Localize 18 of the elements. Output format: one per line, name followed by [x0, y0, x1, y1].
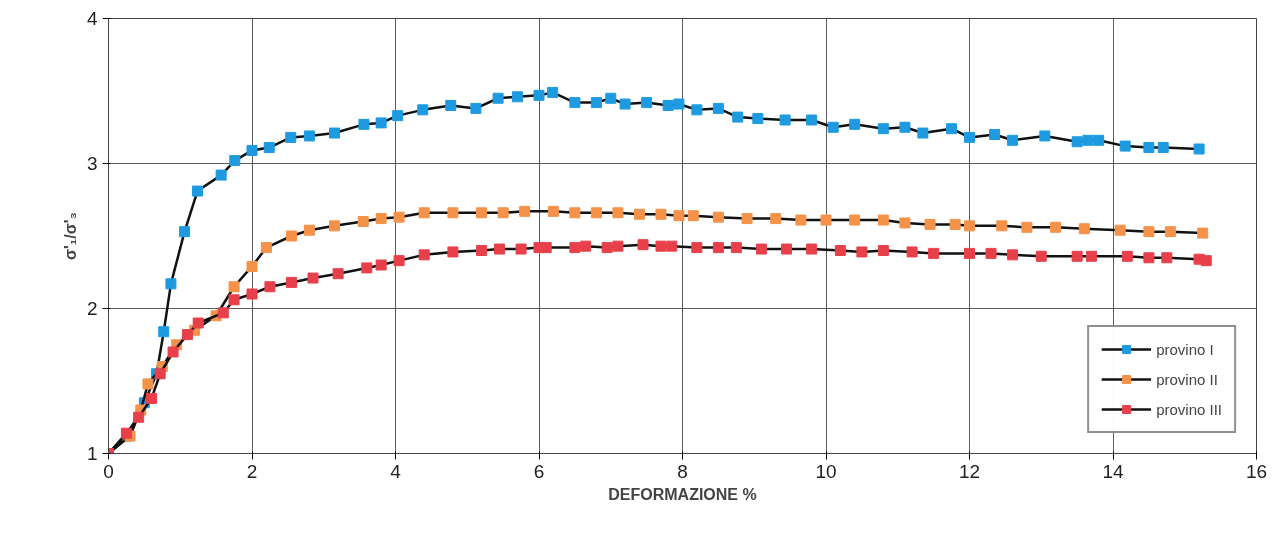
legend-label: provino II [1156, 370, 1218, 388]
x-tick-label: 16 [1245, 460, 1268, 482]
legend-label: provino I [1156, 340, 1214, 358]
x-tick-label: 2 [246, 460, 258, 482]
y-tick-label: 1 [86, 443, 98, 464]
x-tick-label: 12 [958, 460, 981, 482]
legend-label: provino III [1156, 400, 1222, 418]
y-tick-label: 2 [86, 298, 98, 319]
x-tick-label: 0 [103, 460, 114, 482]
x-tick-label: 6 [533, 460, 545, 482]
x-axis-title: DEFORMAZIONE % [608, 485, 757, 503]
x-tick-label: 4 [390, 460, 402, 482]
y-axis-title: σ'₁/σ'₃ [61, 212, 79, 260]
y-tick-label: 4 [86, 8, 98, 29]
x-tick-label: 14 [1102, 460, 1124, 482]
y-tick-label: 3 [86, 153, 98, 174]
x-tick-label: 8 [677, 460, 688, 482]
x-tick-label: 10 [815, 460, 837, 482]
